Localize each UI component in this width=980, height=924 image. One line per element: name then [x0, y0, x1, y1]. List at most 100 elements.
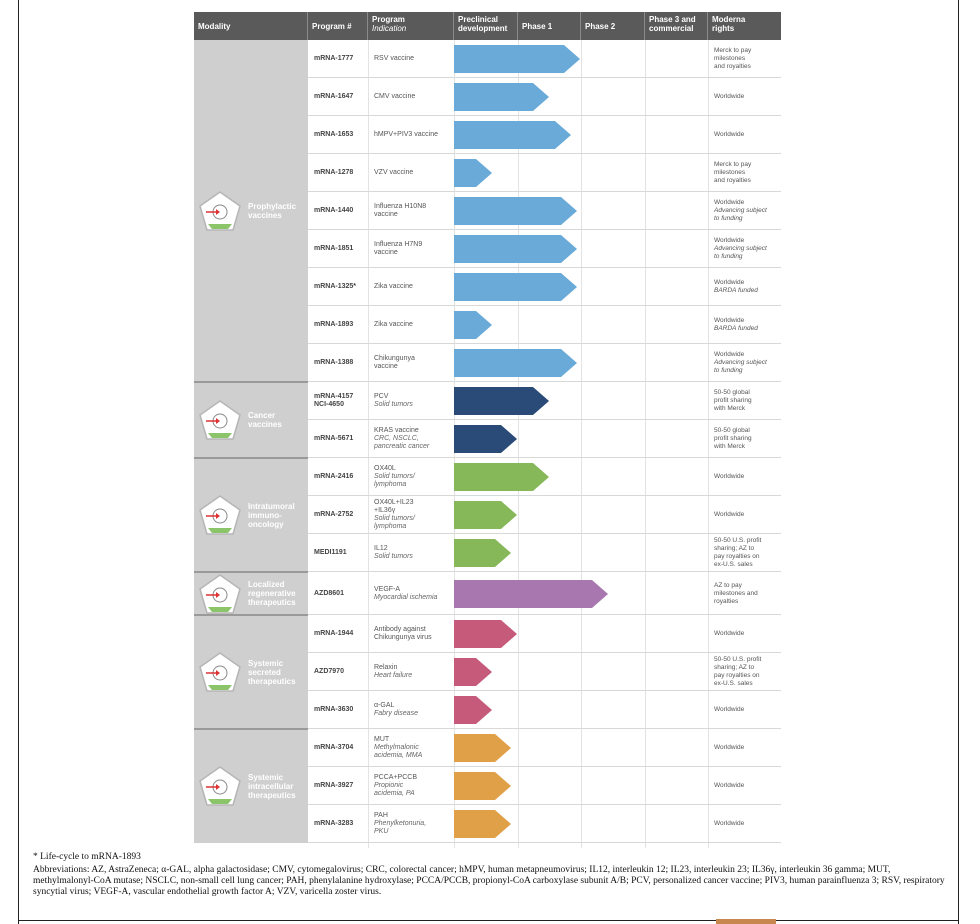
moderna-rights: 50-50 global profit sharing with Merck — [714, 389, 752, 412]
stage-arrow — [454, 696, 492, 724]
stage-arrow — [454, 83, 549, 111]
program-number: mRNA-5671 — [314, 435, 354, 442]
program-indication: CMV vaccine — [374, 93, 416, 100]
program-number: mRNA-1647 — [314, 93, 354, 100]
stage-arrow-shape — [454, 696, 492, 724]
modality-separator — [194, 728, 308, 730]
program-indication: hMPV+PIV3 vaccine — [374, 131, 439, 138]
modality-label: Systemic intracellular therapeutics — [248, 772, 296, 800]
program-indication: Zika vaccine — [374, 321, 413, 328]
program-indication: Zika vaccine — [374, 283, 413, 290]
modality-separator — [194, 457, 308, 459]
program-indication: OX40L Solid tumors/lymphoma — [374, 465, 415, 488]
stage-arrow-shape — [454, 539, 511, 567]
column-divider — [645, 40, 646, 848]
program-number: mRNA-1777 — [314, 55, 354, 62]
table-row: mRNA-3630 α-GAL Fabry disease Worldwide — [308, 691, 781, 729]
program-number: mRNA-4157 NCI-4650 — [314, 393, 354, 408]
modality-icon — [199, 495, 241, 535]
modality-separator — [194, 381, 308, 383]
stage-arrow-shape — [454, 734, 511, 762]
table-row: mRNA-1440 Influenza H10N8 vaccine Worldwide… — [308, 192, 781, 230]
program-indication: Relaxin Heart failure — [374, 664, 413, 679]
stage-arrow — [454, 658, 492, 686]
program-number: mRNA-1278 — [314, 169, 354, 176]
moderna-rights: Worldwide — [714, 93, 745, 100]
table-row: mRNA-1851 Influenza H7N9 vaccine Worldwide A… — [308, 230, 781, 268]
stage-arrow-shape — [454, 121, 571, 149]
stage-arrow — [454, 463, 549, 491]
program-number: mRNA-3630 — [314, 706, 354, 713]
table-row: MEDI1191 IL12 Solid tumors 50-50 U.S. profi… — [308, 534, 781, 572]
moderna-rights: Worldwide — [714, 511, 745, 518]
moderna-rights: 50-50 global profit sharing with Merck — [714, 427, 752, 450]
moderna-rights: Worldwide BARDA funded — [714, 279, 758, 294]
program-number: MEDI1191 — [314, 549, 347, 556]
moderna-rights: 50-50 U.S. profit sharing; AZ to pay royal… — [714, 656, 762, 687]
modality-cell: Cancer vaccines — [194, 382, 308, 458]
table-row: mRNA-1325* Zika vaccine Worldwide BARDA fun… — [308, 268, 781, 306]
moderna-rights: Worldwide — [714, 782, 745, 789]
modality-separator — [194, 614, 308, 616]
program-number: mRNA-1893 — [314, 321, 354, 328]
table-row: mRNA-5671 KRAS vaccine CRC, NSCLC, pancreat… — [308, 420, 781, 458]
scroll-accent — [716, 919, 776, 924]
footnote-lifecycle: * Life-cycle to mRNA-1893 — [33, 852, 141, 862]
stage-arrow — [454, 121, 571, 149]
stage-arrow — [454, 273, 577, 301]
stage-arrow — [454, 620, 517, 648]
stage-arrow-shape — [454, 273, 577, 301]
stage-arrow — [454, 159, 492, 187]
moderna-rights: Worldwide — [714, 630, 745, 637]
moderna-rights: Worldwide BARDA funded — [714, 317, 758, 332]
stage-arrow — [454, 579, 608, 608]
stage-arrow — [454, 734, 511, 762]
modality-label: Localized regenerative therapeutics — [248, 580, 296, 607]
table-row: AZD8601 VEGF-A Myocardial ischemia AZ to pa… — [308, 572, 781, 615]
table-row: mRNA-1278 VZV vaccine Merck to pay mileston… — [308, 154, 781, 192]
header-phase3: Phase 3 and commercial — [645, 12, 708, 40]
program-number: mRNA-1944 — [314, 630, 354, 637]
stage-arrow — [454, 235, 577, 263]
stage-arrow-shape — [454, 810, 511, 838]
column-divider — [518, 40, 519, 848]
program-number: AZD8601 — [314, 589, 344, 597]
moderna-rights: Worldwide — [714, 820, 745, 827]
table-row: AZD7970 Relaxin Heart failure 50-50 U.S. pr… — [308, 653, 781, 691]
table-row: mRNA-3927 PCCA+PCCB Propionic acidemia, PA W… — [308, 767, 781, 805]
table-row: mRNA-2416 OX40L Solid tumors/lymphoma World… — [308, 458, 781, 496]
stage-arrow-shape — [454, 772, 511, 800]
table-row: mRNA-1777 RSV vaccine Merck to pay mileston… — [308, 40, 781, 78]
program-indication: α-GAL Fabry disease — [374, 702, 418, 717]
page-border-left — [18, 0, 19, 924]
table-row: mRNA-4157 NCI-4650 PCV Solid tumors 50-50 gl… — [308, 382, 781, 420]
program-number: mRNA-3927 — [314, 782, 354, 789]
program-number: mRNA-2752 — [314, 511, 354, 518]
program-indication: KRAS vaccine CRC, NSCLC, pancreatic cancer — [374, 427, 430, 450]
modality-icon — [199, 573, 241, 614]
moderna-rights: Merck to pay milestones and royalties — [714, 161, 752, 184]
stage-arrow-shape — [454, 235, 577, 263]
program-number: mRNA-1653 — [314, 131, 354, 138]
stage-arrow — [454, 197, 577, 225]
page-border-bottom — [18, 920, 959, 921]
modality-cell: Systemic secreted therapeutics — [194, 615, 308, 729]
stage-arrow-shape — [454, 620, 517, 648]
program-number: mRNA-1325* — [314, 283, 357, 290]
table-row: mRNA-1388 Chikungunya vaccine Worldwide Adva… — [308, 344, 781, 382]
modality-separator — [194, 571, 308, 573]
program-number: mRNA-1388 — [314, 359, 354, 366]
stage-arrow — [454, 45, 580, 73]
footnotes: * Life-cycle to mRNA-1893 Abbreviations:… — [33, 852, 953, 900]
header-modality: Modality — [194, 12, 308, 40]
program-indication: PCV Solid tumors — [374, 393, 413, 408]
modality-label: Cancer vaccines — [248, 411, 282, 429]
stage-arrow-shape — [454, 83, 549, 111]
table-row: mRNA-1893 Zika vaccine Worldwide BARDA fund… — [308, 306, 781, 344]
stage-arrow-shape — [454, 425, 517, 453]
footnote-abbreviations: Abbreviations: AZ, AstraZeneca; α-GAL, a… — [33, 865, 945, 897]
modality-cell: Systemic intracellular therapeutics — [194, 729, 308, 843]
program-indication: PCCA+PCCB Propionic acidemia, PA — [374, 774, 417, 797]
modality-label: Prophylactic vaccines — [248, 202, 297, 220]
stage-arrow-shape — [454, 349, 577, 377]
